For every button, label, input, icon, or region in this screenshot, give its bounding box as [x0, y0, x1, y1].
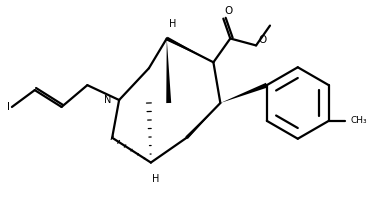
Text: O: O — [258, 35, 266, 46]
Polygon shape — [221, 83, 268, 103]
Text: O: O — [224, 6, 232, 16]
Text: N: N — [104, 95, 111, 105]
Text: H: H — [169, 19, 176, 29]
Polygon shape — [166, 39, 171, 103]
Polygon shape — [166, 37, 213, 62]
Text: H: H — [152, 174, 159, 184]
Text: CH₃: CH₃ — [350, 116, 367, 125]
Polygon shape — [185, 103, 221, 139]
Text: I: I — [7, 102, 10, 112]
